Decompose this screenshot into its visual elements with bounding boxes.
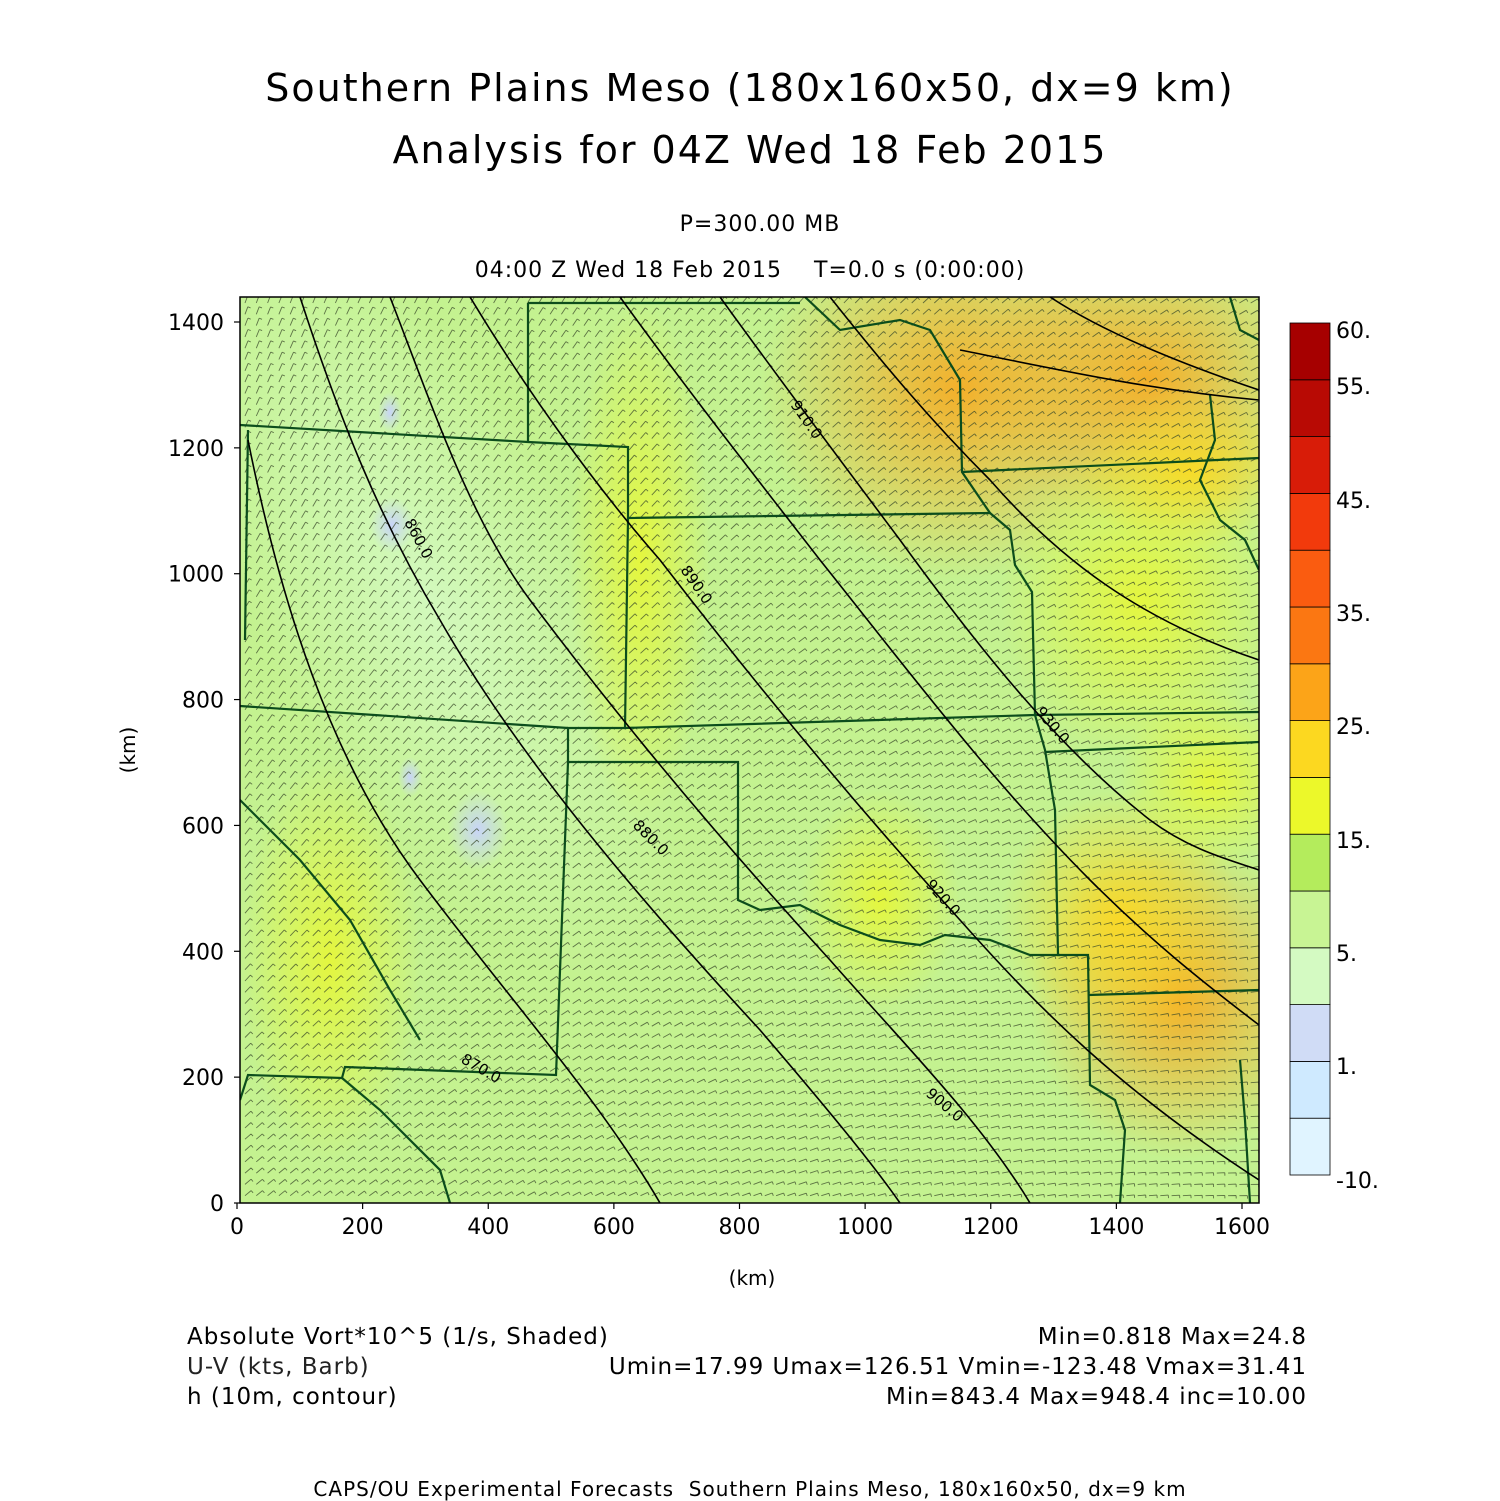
y-tick-label: 0: [210, 1192, 224, 1217]
plot-frame: [239, 296, 1260, 1204]
shaded-field-range: Min=0.818 Max=24.8: [1037, 1324, 1307, 1350]
colorbar-label: 35.: [1336, 602, 1371, 627]
colorbar: 60. 55. 45. 35. 25. 15. 5. 1. -10.: [1289, 319, 1379, 1194]
y-tick-label: 1200: [168, 437, 224, 462]
plot-title-line2: Analysis for 04Z Wed 18 Feb 2015: [392, 128, 1108, 172]
x-tick-label: 1600: [1214, 1215, 1270, 1240]
y-tick-label: 1000: [168, 563, 224, 588]
state-borders: [240, 297, 1259, 1203]
wind-barb-field: [244, 297, 1259, 1199]
x-axis-ticks: 0 200 400 600 800 1000 1200 1400 1600: [230, 1203, 1270, 1240]
x-tick-label: 600: [593, 1215, 635, 1240]
x-tick-label: 1400: [1088, 1215, 1144, 1240]
vorticity-shading: 860.0 870.0 880.0 890.0 900.0 910.0 920.…: [240, 297, 1259, 1203]
colorbar-label: 1.: [1336, 1055, 1357, 1080]
colorbar-swatch: [1289, 379, 1331, 437]
colorbar-swatch: [1289, 322, 1331, 381]
colorbar-label: 55.: [1336, 375, 1371, 400]
contour-field-range: Min=843.4 Max=948.4 inc=10.00: [886, 1384, 1307, 1410]
x-tick-label: 200: [342, 1215, 384, 1240]
colorbar-label: 5.: [1336, 942, 1357, 967]
y-tick-label: 200: [182, 1066, 224, 1091]
barb-field-range: Umin=17.99 Umax=126.51 Vmin=-123.48 Vmax…: [608, 1354, 1307, 1380]
valid-time: 04:00 Z Wed 18 Feb 2015 T=0.0 s (0:00:00…: [474, 258, 1026, 283]
y-tick-label: 400: [182, 940, 224, 965]
colorbar-swatch: [1289, 720, 1331, 778]
wind-barbs: [244, 297, 1259, 1199]
y-tick-label: 1400: [168, 311, 224, 336]
contour-field-label: h (10m, contour): [187, 1384, 398, 1410]
colorbar-swatch: [1289, 890, 1331, 949]
colorbar-swatch: [1289, 663, 1331, 721]
colorbar-label: 45.: [1336, 489, 1371, 514]
colorbar-swatch: [1289, 436, 1331, 494]
colorbar-swatch: [1289, 549, 1331, 608]
colorbar-swatch: [1289, 606, 1331, 665]
y-axis-label: (km): [116, 727, 140, 774]
barb-field-label: U-V (kts, Barb): [187, 1354, 370, 1380]
x-tick-label: 1200: [963, 1215, 1019, 1240]
x-axis-label: (km): [729, 1266, 776, 1290]
footer-credit: CAPS/OU Experimental Forecasts Southern …: [313, 1477, 1187, 1501]
colorbar-swatch: [1289, 833, 1331, 892]
y-tick-label: 600: [182, 814, 224, 839]
colorbar-swatch: [1289, 1117, 1331, 1176]
colorbar-label: 15.: [1336, 829, 1371, 854]
x-tick-label: 800: [719, 1215, 761, 1240]
y-tick-label: 800: [182, 689, 224, 714]
colorbar-swatch: [1289, 492, 1331, 551]
plot-title-line1: Southern Plains Meso (180x160x50, dx=9 k…: [265, 66, 1235, 110]
colorbar-swatch: [1289, 777, 1331, 835]
colorbar-label: -10.: [1336, 1169, 1379, 1194]
colorbar-swatch: [1289, 1004, 1331, 1062]
colorbar-swatch: [1289, 947, 1331, 1005]
x-tick-label: 1000: [837, 1215, 893, 1240]
shaded-field-label: Absolute Vort*10^5 (1/s, Shaded): [187, 1324, 609, 1350]
colorbar-label: 25.: [1336, 715, 1371, 740]
y-axis-ticks: 0 200 400 600 800 1000 1200 1400: [168, 311, 240, 1217]
pressure-level: P=300.00 MB: [679, 212, 841, 237]
x-tick-label: 0: [230, 1215, 244, 1240]
colorbar-label: 60.: [1336, 319, 1371, 344]
x-tick-label: 400: [467, 1215, 509, 1240]
height-contours: [247, 297, 1259, 1203]
colorbar-swatch: [1289, 1061, 1331, 1119]
